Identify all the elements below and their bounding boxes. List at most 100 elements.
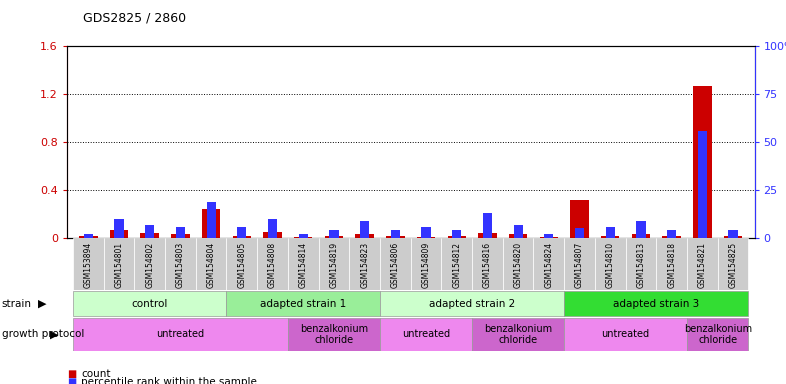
FancyBboxPatch shape bbox=[288, 318, 380, 351]
Text: GSM154805: GSM154805 bbox=[237, 242, 246, 288]
FancyBboxPatch shape bbox=[626, 238, 656, 290]
Bar bbox=[667, 230, 676, 238]
Bar bbox=[637, 221, 645, 238]
FancyBboxPatch shape bbox=[564, 238, 595, 290]
Bar bbox=[575, 228, 584, 238]
Bar bbox=[263, 232, 281, 238]
Bar bbox=[421, 227, 431, 238]
Bar bbox=[509, 235, 527, 238]
Bar bbox=[237, 227, 247, 238]
Text: adapted strain 3: adapted strain 3 bbox=[613, 299, 700, 309]
Text: ■: ■ bbox=[67, 369, 76, 379]
Text: GSM154816: GSM154816 bbox=[483, 242, 492, 288]
FancyBboxPatch shape bbox=[687, 318, 748, 351]
FancyBboxPatch shape bbox=[472, 318, 564, 351]
Bar bbox=[693, 86, 711, 238]
Bar bbox=[540, 237, 558, 238]
FancyBboxPatch shape bbox=[318, 238, 349, 290]
FancyBboxPatch shape bbox=[380, 318, 472, 351]
Bar bbox=[145, 225, 154, 238]
FancyBboxPatch shape bbox=[73, 238, 104, 290]
Text: growth protocol: growth protocol bbox=[2, 329, 84, 339]
Bar bbox=[207, 202, 215, 238]
FancyBboxPatch shape bbox=[380, 291, 564, 316]
Bar bbox=[83, 234, 93, 238]
Text: ▶: ▶ bbox=[50, 329, 58, 339]
Bar bbox=[447, 236, 466, 238]
Bar bbox=[294, 237, 313, 238]
FancyBboxPatch shape bbox=[349, 238, 380, 290]
Text: GSM154813: GSM154813 bbox=[637, 242, 645, 288]
Bar bbox=[110, 230, 128, 238]
Text: GSM154821: GSM154821 bbox=[698, 242, 707, 288]
FancyBboxPatch shape bbox=[73, 291, 226, 316]
Bar bbox=[663, 236, 681, 238]
Bar bbox=[329, 230, 339, 238]
Bar bbox=[299, 234, 308, 238]
Bar bbox=[478, 233, 497, 238]
Bar bbox=[571, 200, 589, 238]
Bar bbox=[141, 233, 159, 238]
Text: untreated: untreated bbox=[402, 329, 450, 339]
Text: GSM154818: GSM154818 bbox=[667, 242, 676, 288]
Text: untreated: untreated bbox=[156, 329, 204, 339]
Bar bbox=[483, 213, 492, 238]
Text: GSM154808: GSM154808 bbox=[268, 242, 277, 288]
Bar bbox=[729, 230, 738, 238]
FancyBboxPatch shape bbox=[687, 238, 718, 290]
Bar bbox=[513, 225, 523, 238]
Bar bbox=[79, 236, 97, 238]
FancyBboxPatch shape bbox=[380, 238, 411, 290]
Bar bbox=[355, 235, 374, 238]
Bar bbox=[544, 234, 553, 238]
Bar bbox=[601, 236, 619, 238]
Text: GSM154803: GSM154803 bbox=[176, 242, 185, 288]
Bar bbox=[360, 221, 369, 238]
Text: GSM154825: GSM154825 bbox=[729, 242, 737, 288]
Bar bbox=[386, 236, 405, 238]
Text: GSM154806: GSM154806 bbox=[391, 242, 400, 288]
Text: GSM154801: GSM154801 bbox=[115, 242, 123, 288]
Bar bbox=[325, 236, 343, 238]
Text: strain: strain bbox=[2, 299, 31, 309]
Bar bbox=[233, 236, 251, 238]
FancyBboxPatch shape bbox=[288, 238, 318, 290]
Text: GSM154802: GSM154802 bbox=[145, 242, 154, 288]
Bar bbox=[202, 209, 220, 238]
FancyBboxPatch shape bbox=[411, 238, 442, 290]
Text: GSM154804: GSM154804 bbox=[207, 242, 215, 288]
Text: untreated: untreated bbox=[601, 329, 650, 339]
Text: count: count bbox=[81, 369, 111, 379]
Bar bbox=[268, 219, 277, 238]
FancyBboxPatch shape bbox=[534, 238, 564, 290]
Text: benzalkonium
chloride: benzalkonium chloride bbox=[300, 324, 368, 345]
Text: adapted strain 1: adapted strain 1 bbox=[260, 299, 347, 309]
Bar bbox=[724, 236, 742, 238]
Text: ■: ■ bbox=[67, 377, 76, 384]
Text: GSM154812: GSM154812 bbox=[452, 242, 461, 288]
Bar bbox=[632, 235, 650, 238]
Text: GSM153894: GSM153894 bbox=[84, 242, 93, 288]
Text: adapted strain 2: adapted strain 2 bbox=[429, 299, 515, 309]
Text: GSM154810: GSM154810 bbox=[606, 242, 615, 288]
Bar bbox=[417, 237, 435, 238]
FancyBboxPatch shape bbox=[226, 291, 380, 316]
FancyBboxPatch shape bbox=[564, 291, 748, 316]
Text: GSM154823: GSM154823 bbox=[360, 242, 369, 288]
FancyBboxPatch shape bbox=[134, 238, 165, 290]
Bar bbox=[606, 227, 615, 238]
Text: GSM154819: GSM154819 bbox=[329, 242, 339, 288]
FancyBboxPatch shape bbox=[718, 238, 748, 290]
FancyBboxPatch shape bbox=[442, 238, 472, 290]
FancyBboxPatch shape bbox=[472, 238, 503, 290]
Text: GSM154814: GSM154814 bbox=[299, 242, 308, 288]
FancyBboxPatch shape bbox=[104, 238, 134, 290]
FancyBboxPatch shape bbox=[165, 238, 196, 290]
Bar bbox=[115, 219, 123, 238]
FancyBboxPatch shape bbox=[226, 238, 257, 290]
FancyBboxPatch shape bbox=[257, 238, 288, 290]
Bar bbox=[698, 131, 707, 238]
Text: GDS2825 / 2860: GDS2825 / 2860 bbox=[83, 12, 185, 25]
FancyBboxPatch shape bbox=[196, 238, 226, 290]
Text: GSM154824: GSM154824 bbox=[545, 242, 553, 288]
